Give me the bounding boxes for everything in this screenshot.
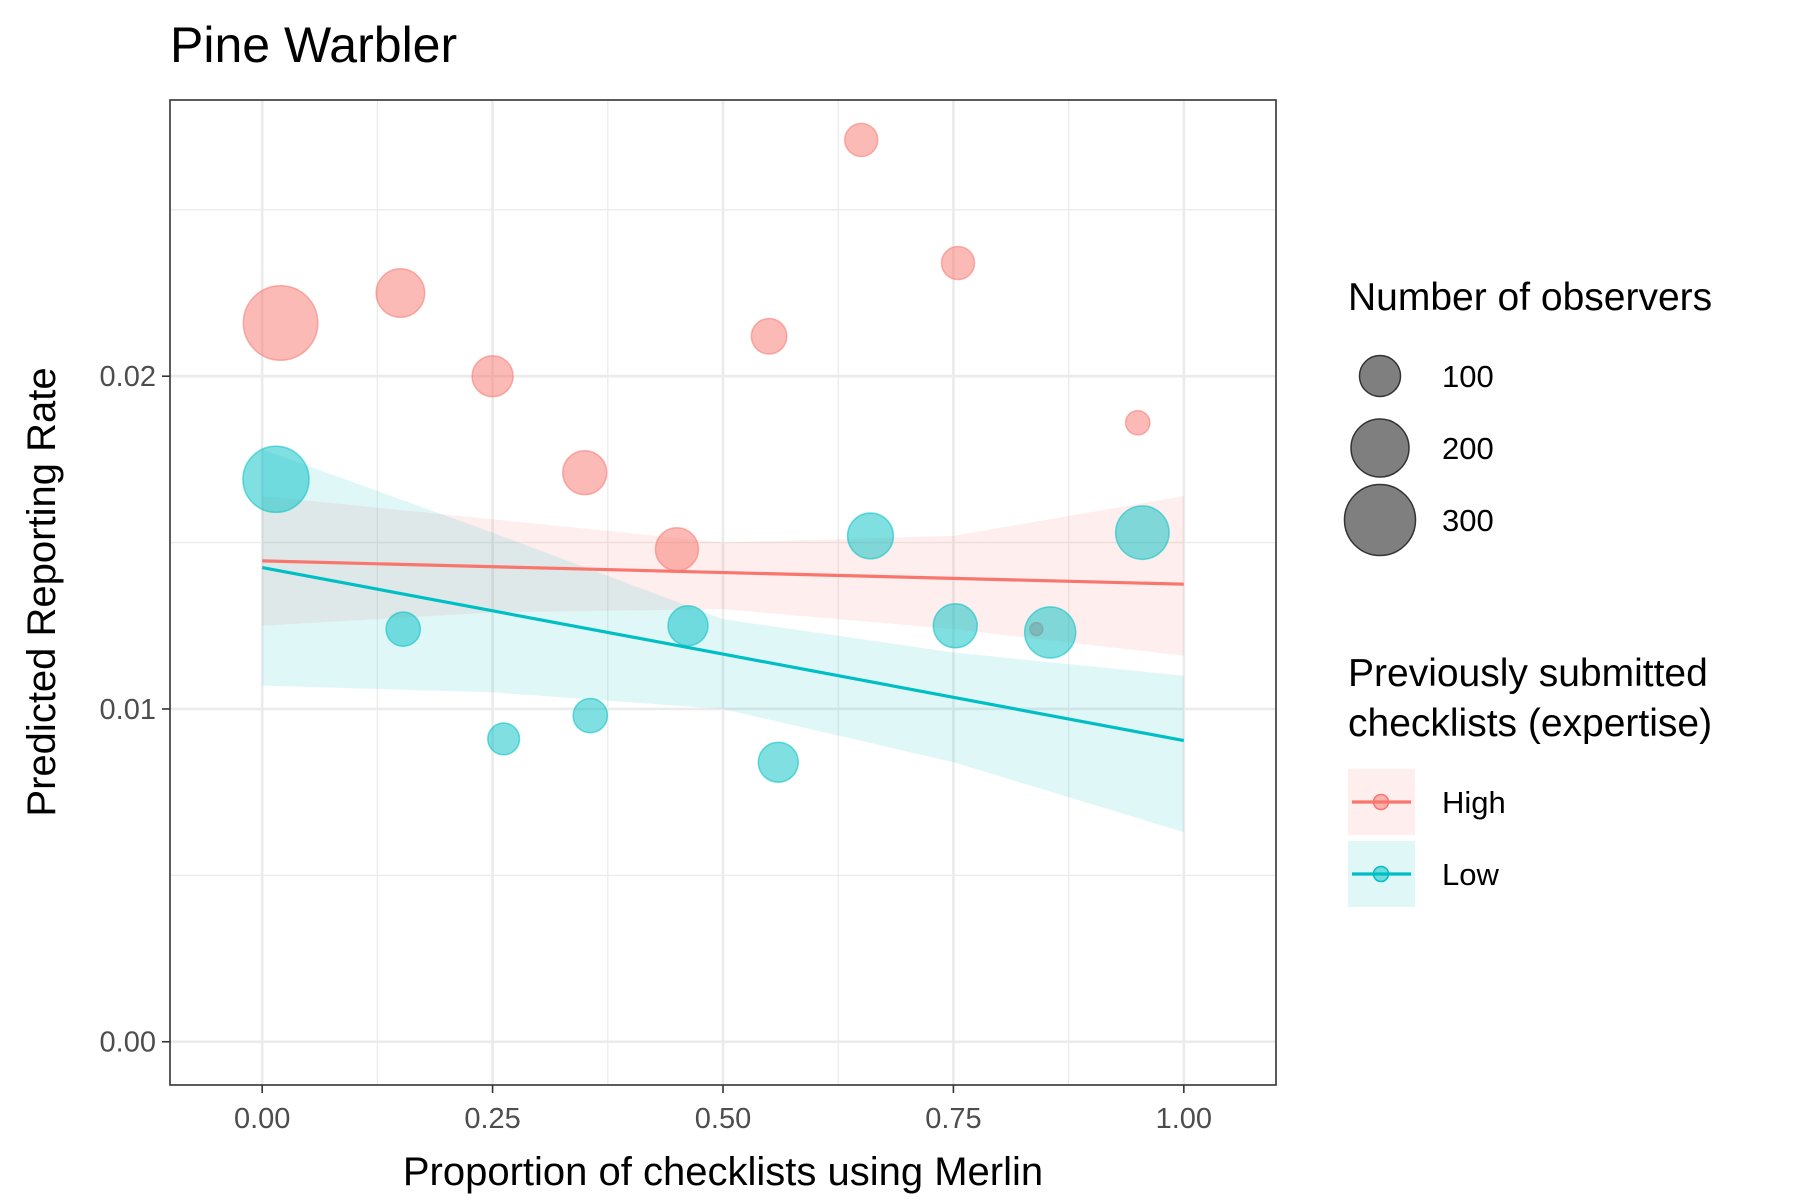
color-legend-key-point — [1372, 793, 1390, 811]
size-legend-title: Number of observers — [1348, 276, 1712, 319]
size-legend-key — [1343, 483, 1417, 557]
x-axis: 0.00 0.25 0.50 0.75 1.00 — [234, 1085, 1212, 1135]
ci-ribbon-low — [262, 449, 1184, 833]
data-point-high — [1124, 409, 1151, 436]
x-tick-label: 0.50 — [695, 1103, 751, 1135]
y-axis-title: Predicted Reporting Rate — [20, 367, 64, 816]
data-point-high — [750, 317, 788, 355]
plot-panel — [169, 99, 1277, 1086]
x-tick-label: 0.00 — [234, 1103, 290, 1135]
legend: Number of observers 100 200 300 Previously… — [1343, 276, 1719, 907]
size-legend-label: 100 — [1442, 359, 1494, 394]
x-tick-label: 0.25 — [464, 1103, 520, 1135]
size-legend-keys: 100 200 300 — [1343, 354, 1494, 557]
fit-line-high — [262, 559, 1184, 586]
color-legend-key-point — [1372, 865, 1390, 883]
color-legend-title-line-2: checklists (expertise) — [1348, 702, 1712, 745]
x-axis-title: Proportion of checklists using Merlin — [403, 1150, 1043, 1194]
color-legend-title-line-1: Previously submitted — [1348, 652, 1708, 695]
data-point-high — [375, 268, 426, 319]
grid-lines — [170, 100, 1276, 1085]
color-legend-label: Low — [1442, 857, 1499, 892]
fit-line-low — [261, 565, 1185, 743]
data-point-high — [654, 526, 700, 572]
data-point-low — [487, 722, 521, 756]
data-point-high — [940, 245, 976, 281]
data-points — [242, 122, 1170, 783]
data-point-low — [385, 611, 422, 648]
fit-lines — [261, 559, 1185, 743]
data-point-high — [843, 122, 879, 158]
data-point-low — [757, 741, 800, 783]
data-point-low — [1023, 606, 1077, 659]
data-point-high — [562, 449, 608, 496]
size-legend-label: 200 — [1442, 431, 1494, 466]
size-legend-key — [1358, 354, 1402, 398]
data-point-low — [572, 697, 609, 734]
size-legend-label: 300 — [1442, 503, 1494, 538]
data-point-low — [242, 445, 310, 514]
y-tick-label: 0.00 — [100, 1027, 156, 1059]
y-tick-label: 0.01 — [100, 694, 156, 726]
color-legend-label: High — [1442, 785, 1506, 820]
data-point-low — [667, 605, 709, 647]
x-tick-label: 0.75 — [925, 1103, 981, 1135]
color-legend-keys: High Low — [1348, 769, 1506, 907]
y-axis: 0.00 0.01 0.02 — [100, 361, 170, 1059]
y-tick-label: 0.02 — [100, 361, 156, 393]
color-legend-title: Previously submitted checklists (experti… — [1348, 652, 1719, 745]
chart-title: Pine Warbler — [170, 17, 457, 73]
size-legend-key — [1350, 418, 1410, 478]
data-point-low — [932, 603, 978, 649]
data-point-low — [1114, 505, 1170, 561]
x-tick-label: 1.00 — [1156, 1103, 1212, 1135]
data-point-high — [242, 284, 319, 361]
data-point-low — [846, 512, 895, 560]
data-point-high — [471, 354, 514, 398]
